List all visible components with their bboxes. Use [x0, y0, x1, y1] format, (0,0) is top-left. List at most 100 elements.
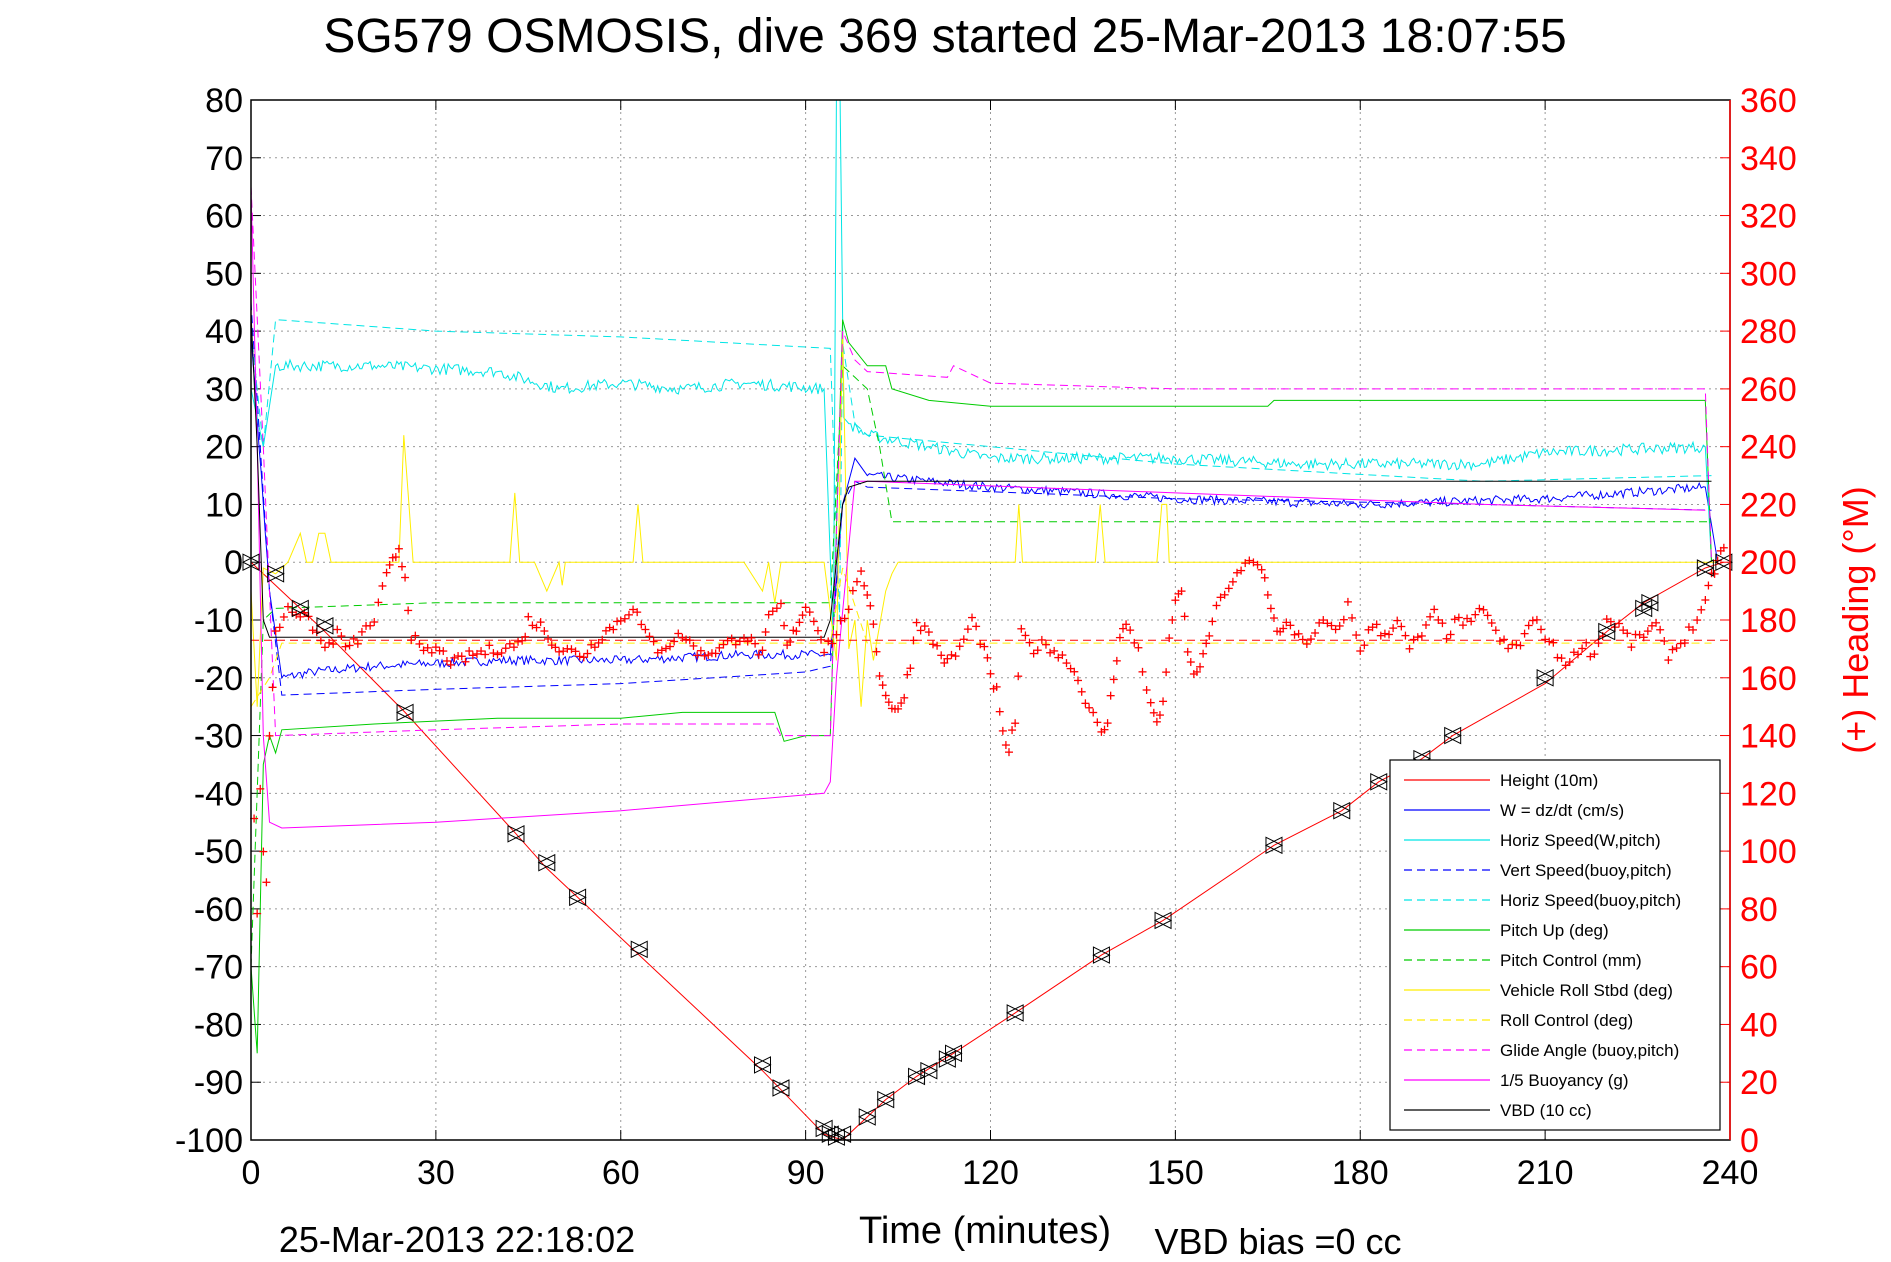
heading-marker — [1263, 590, 1272, 599]
heading-marker — [1537, 625, 1546, 634]
chart-title: SG579 OSMOSIS, dive 369 started 25-Mar-2… — [323, 10, 1566, 63]
heading-marker — [920, 622, 929, 631]
heading-marker — [903, 670, 912, 679]
heading-marker — [772, 604, 781, 613]
heading-marker — [268, 683, 277, 692]
heading-marker — [968, 613, 977, 622]
heading-marker — [1643, 627, 1652, 636]
heading-marker — [1046, 648, 1055, 657]
heading-marker — [325, 638, 334, 647]
heading-marker — [457, 652, 466, 661]
y-tick-label: 10 — [205, 486, 243, 524]
y-tick-label: -60 — [194, 891, 243, 929]
heading-marker — [308, 626, 317, 635]
x-tick-label: 120 — [962, 1154, 1019, 1192]
heading-marker — [1070, 667, 1079, 676]
y-tick-label: -10 — [194, 602, 243, 640]
heading-marker — [992, 682, 1001, 691]
heading-marker — [1401, 631, 1410, 640]
heading-marker — [754, 650, 763, 659]
heading-marker — [1162, 668, 1171, 677]
y-tick-label: -50 — [194, 833, 243, 871]
heading-marker — [493, 650, 502, 659]
heading-marker — [860, 581, 869, 590]
depth-marker — [833, 1125, 852, 1144]
heading-marker — [758, 646, 767, 655]
heading-marker — [1327, 621, 1336, 630]
heading-marker — [1196, 662, 1205, 671]
depth-marker — [938, 1050, 957, 1068]
heading-marker — [940, 658, 949, 667]
heading-marker — [1017, 624, 1026, 633]
depth-marker — [1443, 726, 1462, 745]
legend-label: Horiz Speed(W,pitch) — [1500, 831, 1661, 850]
heading-marker — [1118, 624, 1127, 633]
heading-marker — [1054, 653, 1063, 662]
heading-marker — [1177, 587, 1186, 596]
right-y-tick-label: 200 — [1740, 544, 1797, 582]
heading-marker — [262, 878, 271, 887]
heading-marker — [505, 639, 514, 648]
heading-marker — [832, 630, 841, 639]
series-vert_buoy — [250, 302, 1712, 696]
x-tick-label: 150 — [1147, 1154, 1204, 1192]
heading-marker — [637, 620, 646, 629]
heading-marker — [852, 577, 861, 586]
heading-marker — [1594, 639, 1603, 648]
heading-marker — [1434, 615, 1443, 624]
heading-marker — [1413, 633, 1422, 642]
heading-marker — [727, 634, 736, 643]
heading-marker — [928, 640, 937, 649]
heading-marker — [1397, 622, 1406, 631]
heading-marker — [863, 590, 872, 599]
depth-marker — [1369, 772, 1388, 791]
heading-marker — [489, 649, 498, 658]
heading-marker — [1602, 615, 1611, 624]
heading-marker — [1029, 649, 1038, 658]
heading-marker — [341, 642, 350, 651]
heading-marker — [1220, 590, 1229, 599]
y-tick-label: -90 — [194, 1064, 243, 1102]
y-tick-label: 40 — [205, 313, 243, 351]
heading-marker — [943, 654, 952, 663]
heading-marker — [1323, 619, 1332, 628]
heading-marker — [1180, 612, 1189, 621]
heading-marker — [411, 631, 420, 640]
heading-marker — [477, 647, 486, 656]
heading-marker — [731, 640, 740, 649]
heading-marker — [401, 573, 410, 582]
depth-marker — [1696, 559, 1715, 577]
heading-marker — [1021, 631, 1030, 640]
heading-marker — [1680, 639, 1689, 648]
heading-marker — [1471, 610, 1480, 619]
heading-marker — [1152, 717, 1161, 726]
heading-marker — [780, 621, 789, 630]
heading-marker — [1376, 631, 1385, 640]
heading-marker — [805, 608, 814, 617]
heading-marker — [1421, 620, 1430, 629]
heading-marker — [653, 648, 662, 657]
heading-marker — [283, 602, 292, 611]
heading-marker — [1085, 703, 1094, 712]
heading-marker — [423, 643, 432, 652]
depth-marker — [395, 703, 415, 722]
heading-marker — [1573, 650, 1582, 659]
heading-marker — [1093, 718, 1102, 727]
heading-marker — [320, 643, 329, 652]
heading-marker — [1664, 656, 1673, 665]
heading-marker — [1635, 630, 1644, 639]
heading-marker — [768, 607, 777, 616]
y-tick-label: 20 — [205, 429, 243, 467]
heading-marker — [645, 632, 654, 641]
heading-marker — [1623, 629, 1632, 638]
heading-marker — [1586, 652, 1595, 661]
heading-marker — [446, 660, 455, 669]
heading-marker — [1454, 613, 1463, 622]
heading-marker — [472, 649, 481, 658]
heading-marker — [567, 645, 576, 654]
heading-marker — [1495, 637, 1504, 646]
heading-marker — [685, 636, 694, 645]
heading-marker — [279, 612, 288, 621]
heading-marker — [670, 637, 679, 646]
